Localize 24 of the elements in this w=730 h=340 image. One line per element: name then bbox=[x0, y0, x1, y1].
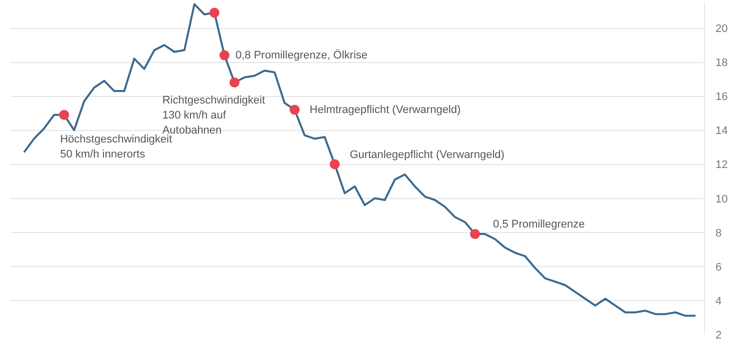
y-tick-label: 4 bbox=[716, 295, 722, 308]
point bbox=[290, 104, 300, 115]
y-tick-label: 20 bbox=[716, 23, 728, 36]
y-tick-label: 2 bbox=[716, 330, 722, 340]
point bbox=[229, 78, 240, 88]
point bbox=[470, 229, 480, 240]
y-tick-label: 12 bbox=[716, 159, 728, 172]
y-tick-label: 8 bbox=[716, 227, 722, 240]
point bbox=[219, 50, 230, 60]
annotation: Höchstgeschwindigkeit 50 km/h innerorts bbox=[60, 134, 172, 161]
point bbox=[330, 159, 340, 170]
annotation: Helmtragepflicht (Verwarngeld) bbox=[310, 104, 461, 116]
line-series bbox=[23, 3, 696, 317]
y-tick-label: 10 bbox=[716, 193, 728, 206]
annotation: Gurtanlegepflicht (Verwarngeld) bbox=[350, 148, 504, 161]
annotation: 0,8 Promillegrenze, Ölkrise bbox=[235, 48, 368, 62]
annotation: 0,5 Promillegrenze bbox=[493, 218, 585, 231]
annotation: Richtgeschwindigkeit 130 km/h auf Autobahnen bbox=[162, 94, 266, 136]
y-tick-label: 6 bbox=[716, 261, 722, 274]
y-tick-label: 16 bbox=[716, 91, 728, 104]
point bbox=[59, 110, 70, 120]
y-tick-label: 18 bbox=[716, 57, 728, 70]
point bbox=[209, 8, 220, 18]
y-tick-label: 14 bbox=[716, 125, 728, 138]
